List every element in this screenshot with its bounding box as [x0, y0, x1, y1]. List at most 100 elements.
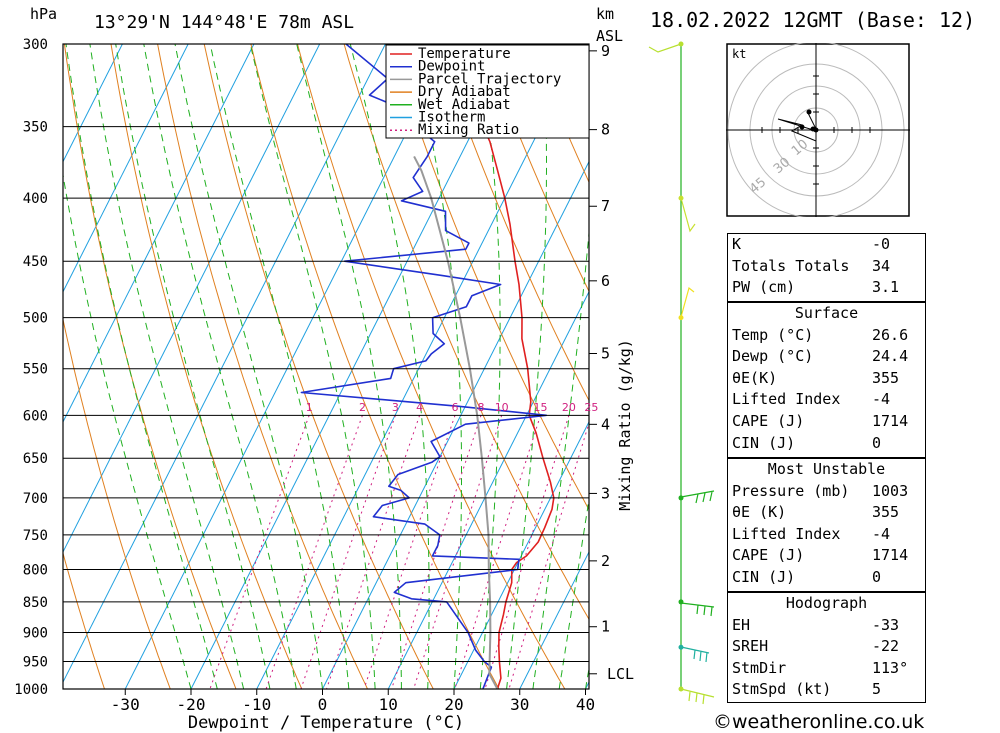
pressure-tick-label: 950 — [23, 655, 48, 671]
dry-adiabat-line — [63, 551, 105, 689]
row-value: 26.6 — [872, 325, 909, 344]
row-value: 1003 — [872, 481, 909, 500]
wind-barb-300 — [648, 43, 682, 53]
table-row: CIN (J) 0 — [728, 433, 925, 455]
isotherm-line — [519, 550, 589, 689]
surface-panel: Surface Temp (°C) 26.6 Dewp (°C) 24.4 θE(K) 3… — [727, 302, 926, 458]
row-label: StmDir — [732, 658, 787, 677]
pressure-tick-label: 450 — [23, 254, 48, 270]
wet-adiabat-line — [143, 44, 297, 689]
table-row: PW (cm) 3.1 — [728, 277, 925, 299]
table-row: Temp (°C) 26.6 — [728, 325, 925, 347]
hodograph-stats-panel: Hodograph EH -33 SREH -22 StmDir 113° StmSpd (… — [727, 592, 926, 703]
pressure-tick-label: 850 — [23, 595, 48, 611]
pressure-tick-label: 400 — [23, 191, 48, 207]
dry-adiabat-line — [950, 44, 1000, 689]
x-tick-label: 30 — [510, 695, 529, 714]
wind-barb-850 — [680, 602, 715, 617]
wind-barb-700 — [680, 490, 715, 504]
isotherm-line — [124, 44, 452, 689]
hodograph-point — [806, 109, 812, 115]
row-label: SREH — [732, 637, 769, 656]
row-label: CAPE (J) — [732, 411, 805, 430]
wind-barb-925 — [680, 646, 710, 663]
temperature-profile — [478, 118, 555, 689]
credit-link[interactable]: ©weatheronline.co.uk — [713, 711, 925, 733]
wet-adiabat-line — [89, 44, 245, 689]
hodograph-unit: kt — [732, 47, 746, 61]
wet-adiabat-line — [249, 44, 376, 689]
wind-level-dot — [678, 315, 684, 321]
mixing-ratio-label: 10 — [495, 401, 509, 414]
mixing-ratio-label: 3 — [392, 401, 399, 414]
lcl-label: LCL — [607, 665, 634, 683]
mixing-ratio-line — [209, 415, 310, 689]
mixing-ratio-label: 25 — [584, 401, 598, 414]
wet-adiabat-line — [65, 44, 218, 689]
table-row: CAPE (J) 1714 — [728, 411, 925, 433]
x-tick-label: 10 — [379, 695, 398, 714]
x-tick-label: -10 — [242, 695, 271, 714]
wind-barb-500 — [680, 286, 695, 318]
table-row: StmDir 113° — [728, 658, 925, 680]
row-label: PW (cm) — [732, 278, 796, 297]
pressure-tick-label: 800 — [23, 562, 48, 578]
legend-entry: Wet Adiabat — [418, 97, 511, 113]
mixing-ratio-label: 20 — [562, 401, 576, 414]
plot-frame — [62, 43, 597, 695]
pressure-tick-label: 550 — [23, 362, 48, 378]
pressure-tick-label: 350 — [23, 120, 48, 136]
mixing-ratio-label: 8 — [478, 401, 485, 414]
mixing-ratio-label: 1 — [306, 401, 313, 414]
valid-time: 18.02.2022 12GMT (Base: 12) — [650, 8, 976, 32]
legend-entry: Dry Adiabat — [418, 84, 511, 100]
row-label: StmSpd (kt) — [732, 680, 832, 699]
isotherm-line — [387, 290, 589, 689]
most-unstable-panel: Most Unstable Pressure (mb) 1003 θE (K) 355… — [727, 458, 926, 592]
legend-entry: Temperature — [418, 46, 511, 62]
table-row: Lifted Index -4 — [728, 524, 925, 546]
wet-adiabat-line — [115, 44, 271, 689]
row-label: θE(K) — [732, 368, 778, 387]
wet-adiabat-line — [174, 44, 323, 689]
row-value: 0 — [872, 433, 882, 452]
table-row: Pressure (mb) 1003 — [728, 481, 925, 503]
row-label: Pressure (mb) — [732, 481, 850, 500]
x-tick-label: 20 — [444, 695, 463, 714]
row-value: -4 — [872, 390, 891, 409]
row-value: -22 — [872, 637, 900, 656]
row-value: 355 — [872, 503, 900, 522]
dry-adiabat-line — [483, 44, 589, 293]
x-tick-label: 40 — [576, 695, 595, 714]
row-value: 24.4 — [872, 347, 909, 366]
km-tick-label: 5 — [601, 344, 610, 362]
row-label: CIN (J) — [732, 433, 796, 452]
table-row: θE (K) 355 — [728, 502, 925, 524]
km-tick-label: 6 — [601, 272, 610, 290]
hodograph-stats-title: Hodograph — [785, 594, 868, 612]
x-tick-label: -20 — [177, 695, 206, 714]
most-unstable-title: Most Unstable — [767, 460, 886, 478]
pressure-tick-label: 750 — [23, 528, 48, 544]
wind-level-dot — [678, 686, 684, 692]
row-value: 3.1 — [872, 278, 900, 297]
table-row: StmSpd (kt) 5 — [728, 679, 925, 701]
row-label: K — [732, 235, 742, 253]
indices-panel: K -0 Totals Totals 34 PW (cm) 3.1 — [727, 233, 926, 302]
row-value: 113° — [872, 658, 909, 677]
table-row: θE(K) 355 — [728, 368, 925, 390]
row-value: 1714 — [872, 411, 909, 430]
pressure-tick-label: 500 — [23, 311, 48, 327]
pressure-tick-label: 300 — [23, 37, 48, 53]
station-location: 13°29'N 144°48'E 78m ASL — [94, 12, 354, 33]
wet-adiabat-line — [209, 44, 350, 689]
row-label: Lifted Index — [732, 524, 841, 543]
wind-level-dot — [678, 599, 684, 605]
legend-entry: Parcel Trajectory — [418, 71, 561, 87]
mixing-ratio-label: 4 — [416, 401, 423, 414]
row-label: Dewp (°C) — [732, 347, 814, 366]
row-label: Temp (°C) — [732, 325, 814, 344]
dry-adiabat-line — [436, 44, 589, 402]
isotherm-line — [256, 44, 584, 689]
x-axis-title: Dewpoint / Temperature (°C) — [188, 713, 464, 733]
